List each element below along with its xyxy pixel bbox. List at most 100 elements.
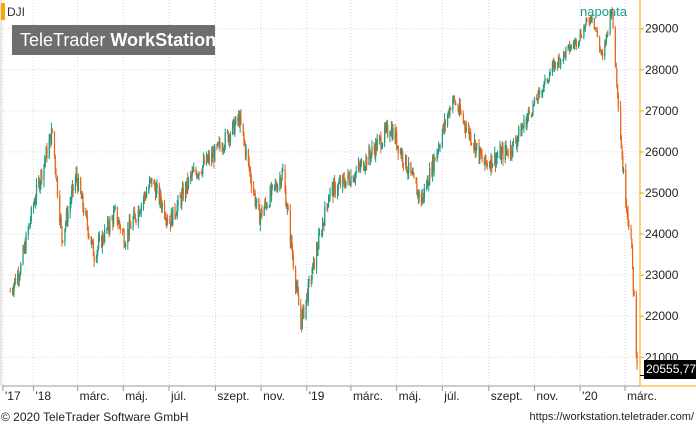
candle-body <box>448 111 450 115</box>
candle-body <box>181 192 183 205</box>
candle-body <box>390 127 393 135</box>
candle-body <box>499 147 501 157</box>
candle <box>616 67 618 89</box>
candle <box>375 138 378 155</box>
candle-body <box>494 153 496 164</box>
candle <box>462 110 464 125</box>
candle <box>65 208 68 226</box>
candle <box>548 71 551 82</box>
candle <box>590 15 592 25</box>
candle <box>416 177 418 196</box>
candle <box>569 45 572 52</box>
candle <box>161 200 163 213</box>
candle <box>471 142 473 146</box>
candle <box>296 279 298 293</box>
candle-body <box>590 16 592 23</box>
candle-body <box>530 114 533 116</box>
candle-body <box>558 56 560 59</box>
candle-body <box>322 223 324 225</box>
candle <box>488 161 491 168</box>
candle-body <box>437 151 439 153</box>
candle <box>391 121 393 142</box>
candle <box>87 225 89 240</box>
candle <box>610 9 612 18</box>
candle-body <box>187 178 190 188</box>
candle <box>291 234 293 251</box>
candle <box>129 213 131 226</box>
candle <box>198 171 200 181</box>
candle-body <box>129 220 131 226</box>
y-tick-label: 24000 <box>645 227 679 241</box>
candle <box>92 238 95 257</box>
candle <box>401 147 403 162</box>
candle <box>127 222 129 250</box>
candle <box>560 58 562 70</box>
candle-body <box>557 65 559 67</box>
candle-body <box>394 128 396 143</box>
candle-body <box>274 184 276 186</box>
candle <box>546 77 548 84</box>
candle <box>458 107 460 116</box>
candle <box>426 175 429 189</box>
candle <box>551 60 554 77</box>
candle-body <box>98 239 100 248</box>
candle <box>489 160 491 171</box>
y-tick-label: 26000 <box>645 145 679 159</box>
candle <box>163 199 166 220</box>
candle <box>428 181 430 192</box>
candle <box>569 40 571 55</box>
candle <box>38 177 41 192</box>
candle-body <box>182 187 184 200</box>
candle-body <box>154 181 156 188</box>
candle-body <box>536 100 539 102</box>
candle <box>256 198 258 209</box>
candle <box>406 169 408 175</box>
period-label[interactable]: naponta <box>580 4 627 19</box>
candle-body <box>352 176 354 182</box>
candle <box>438 144 441 149</box>
candle <box>542 84 545 93</box>
candle-body <box>423 188 426 198</box>
candle-body <box>371 147 373 154</box>
candle <box>289 203 291 249</box>
candle-body <box>607 32 609 34</box>
candle <box>316 241 318 257</box>
candle <box>229 134 231 148</box>
candle-body <box>433 156 435 171</box>
candle-body <box>527 110 530 116</box>
candle-body <box>521 127 524 129</box>
candle-body <box>326 203 328 207</box>
candle-body <box>249 168 251 172</box>
candle-body <box>605 34 608 44</box>
candle <box>591 14 593 24</box>
candle-body <box>452 99 454 111</box>
candle-body <box>208 154 210 159</box>
candle <box>447 113 449 128</box>
candle <box>83 202 85 216</box>
candle <box>417 189 420 205</box>
candle-body <box>64 228 66 243</box>
source-url-link[interactable]: https://workstation.teletrader.com/ <box>529 411 694 423</box>
candle <box>95 254 98 263</box>
candle <box>313 257 315 271</box>
candle <box>476 142 478 151</box>
candle <box>23 241 26 254</box>
candle-body <box>277 184 279 191</box>
candle-body <box>176 205 178 215</box>
candle-body <box>118 221 120 224</box>
candle-body <box>450 108 452 111</box>
candle <box>573 39 575 50</box>
candle <box>77 178 79 195</box>
candle-body <box>243 133 245 141</box>
candle-body <box>48 140 50 158</box>
candle <box>495 152 497 168</box>
candle-body <box>604 42 606 57</box>
candle <box>548 79 550 85</box>
candle-body <box>179 196 181 198</box>
candle-body <box>127 228 129 244</box>
candle <box>567 44 569 52</box>
candle-body <box>381 142 384 148</box>
candle-body <box>149 179 151 181</box>
candle-body <box>548 80 550 82</box>
